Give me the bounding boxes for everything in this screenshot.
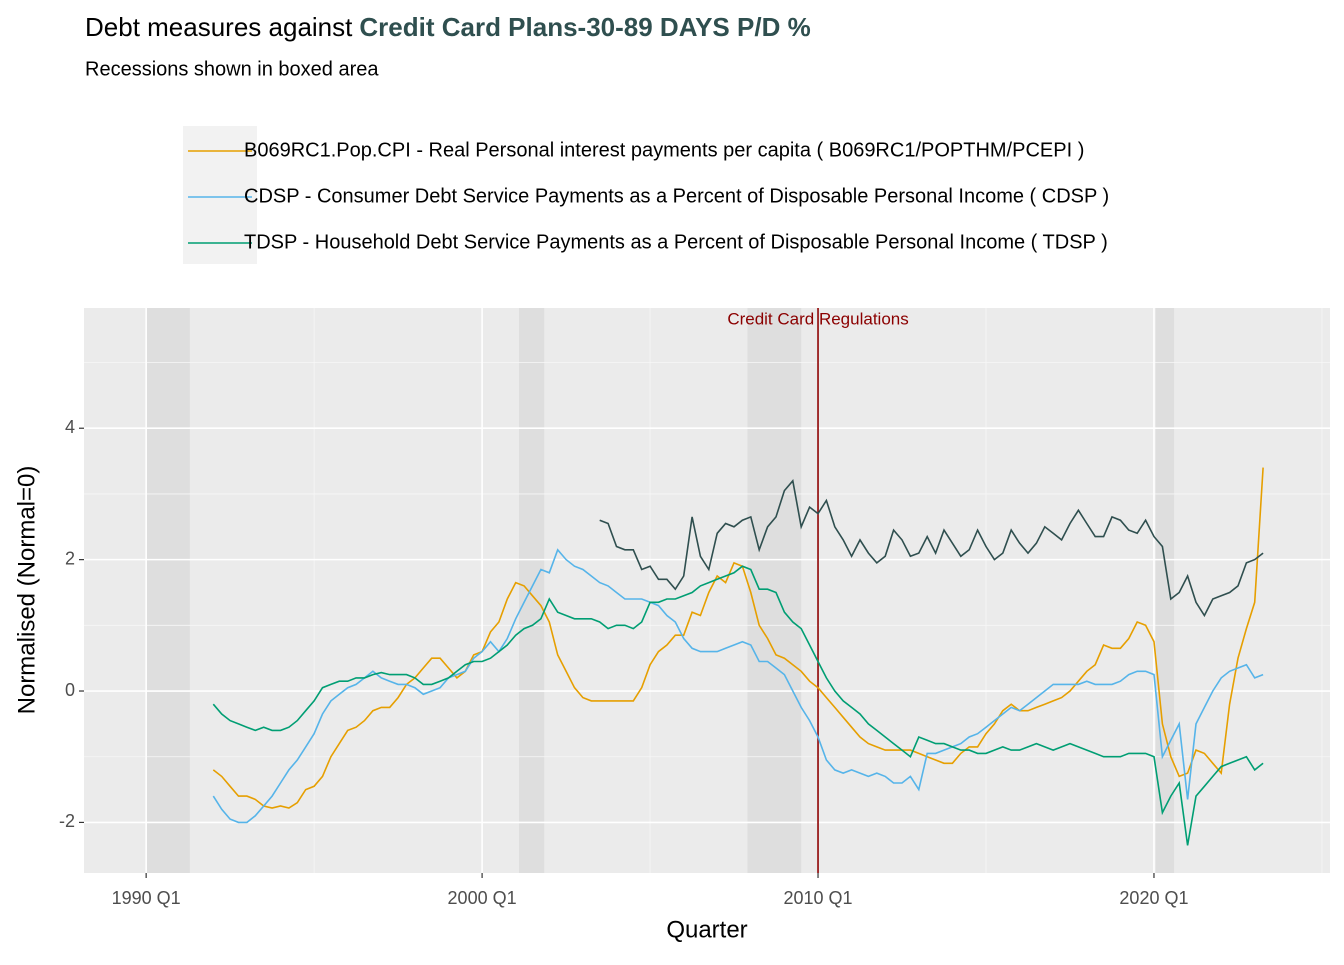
x-tick-label: 2000 Q1 — [448, 888, 517, 908]
chart-title: Debt measures against Credit Card Plans-3… — [85, 12, 811, 42]
y-tick-label: 0 — [65, 680, 75, 700]
y-axis-title: Normalised (Normal=0) — [13, 466, 40, 715]
x-tick-label: 2020 Q1 — [1119, 888, 1188, 908]
x-tick-label: 1990 Q1 — [112, 888, 181, 908]
series-line — [212, 467, 1264, 809]
series-line — [212, 565, 1264, 846]
legend-label: B069RC1.Pop.CPI - Real Personal interest… — [244, 139, 1084, 161]
legend-key-background — [183, 126, 257, 264]
series-line — [212, 548, 1264, 824]
title-highlight: Credit Card Plans-30-89 DAYS P/D % — [359, 12, 810, 42]
subtitle: Recessions shown in boxed area — [85, 58, 379, 80]
series-line — [599, 479, 1264, 618]
x-tick-label: 2010 Q1 — [783, 888, 852, 908]
plot-background — [84, 308, 1330, 873]
recession-band — [747, 308, 802, 873]
recession-band — [519, 308, 545, 873]
legend-label: CDSP - Consumer Debt Service Payments as… — [244, 185, 1109, 207]
reference-label: Credit Card Regulations — [727, 309, 908, 328]
legend-label: TDSP - Household Debt Service Payments a… — [244, 231, 1108, 253]
x-axis-title: Quarter — [666, 916, 747, 943]
title-text: Debt measures against — [85, 12, 353, 42]
y-tick-label: -2 — [59, 811, 75, 831]
y-tick-label: 2 — [65, 548, 75, 568]
y-tick-label: 4 — [65, 417, 75, 437]
recession-band — [146, 308, 190, 873]
